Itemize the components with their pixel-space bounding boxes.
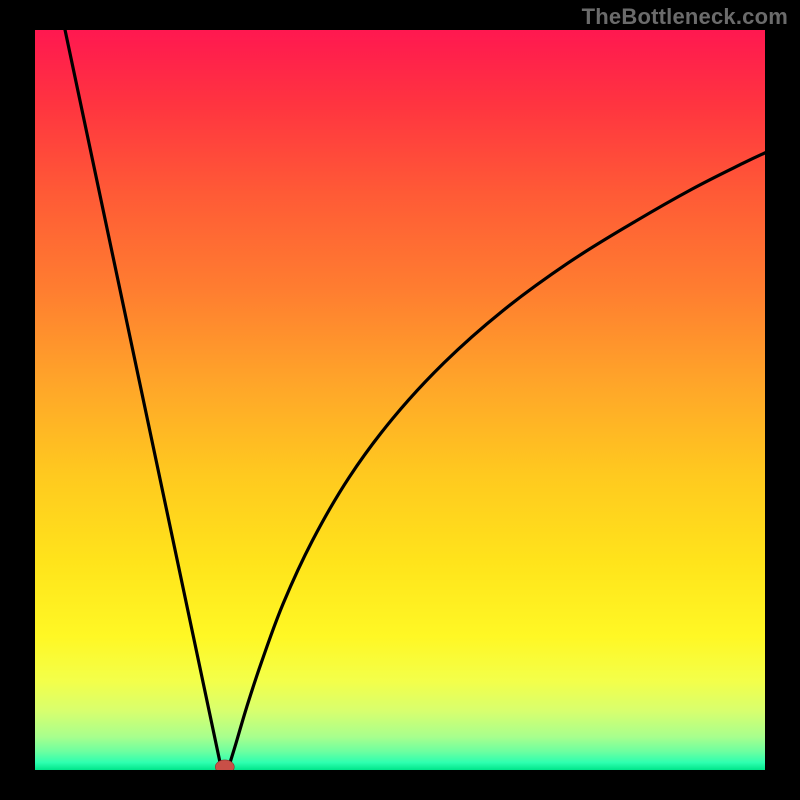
- watermark-text: TheBottleneck.com: [582, 4, 788, 30]
- plot-area: [35, 30, 765, 770]
- figure-root: TheBottleneck.com: [0, 0, 800, 800]
- chart-svg: [35, 30, 765, 770]
